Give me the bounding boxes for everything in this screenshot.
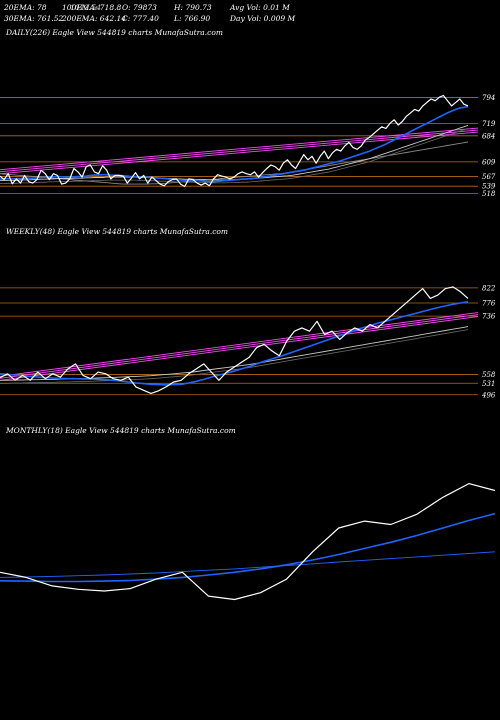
- header-item: 200EMA: 642.14: [62, 14, 127, 23]
- level-label: 719: [482, 120, 496, 128]
- level-label: 558: [482, 371, 496, 379]
- level-label: 539: [482, 183, 496, 191]
- header-item-overlap: 1012.54: [70, 3, 102, 12]
- daily-ema-slow-shadow: [0, 128, 469, 185]
- daily-ema-fast-line: [0, 105, 469, 183]
- weekly-ema-fast-line: [0, 300, 469, 386]
- level-label: 496: [481, 391, 496, 399]
- monthly-ema-slow-line: [0, 551, 496, 578]
- level-label: 776: [482, 299, 496, 307]
- trend-line: [0, 314, 479, 379]
- header-item: Avg Vol: 0.01 M: [230, 3, 290, 12]
- header-item: 100EMA: 718.8: [62, 3, 122, 12]
- header-item: Day Vol: 0.009 M: [230, 14, 296, 23]
- level-label: 822: [482, 284, 496, 292]
- level-label: 736: [482, 313, 496, 321]
- trend-line: [0, 127, 479, 171]
- header-item: O: 79873: [122, 3, 157, 12]
- daily-price-line: [0, 94, 469, 188]
- weekly-price-line: [0, 286, 469, 394]
- trend-line: [0, 312, 479, 377]
- monthly-price-line: [0, 483, 496, 601]
- weekly-panel-label: WEEKLY(48) Eagle View 544819 charts Muna…: [6, 227, 229, 236]
- level-label: 531: [482, 380, 495, 388]
- level-label: 567: [482, 173, 496, 181]
- header-item: 30EMA: 761.52: [4, 14, 64, 23]
- weekly-ema-slow-shadow: [0, 329, 469, 384]
- daily-panel-label: DAILY(226) Eagle View 544819 charts Muna…: [6, 28, 223, 37]
- header-item: L: 766.90: [174, 14, 211, 23]
- header-item: H: 790.73: [174, 3, 212, 12]
- level-label: 609: [482, 158, 496, 166]
- header-item: 20EMA: 78: [4, 3, 47, 12]
- level-label: 518: [482, 190, 496, 198]
- header-item: C: 777.40: [122, 14, 159, 23]
- monthly-chart: [0, 483, 496, 601]
- monthly-ema-fast-line: [0, 512, 496, 583]
- monthly-panel-label: MONTHLY(18) Eagle View 544819 charts Mun…: [6, 426, 236, 435]
- weekly-ema-slow-line: [0, 326, 469, 381]
- trend-line: [0, 129, 479, 173]
- level-label: 684: [482, 132, 495, 140]
- level-label: 794: [482, 94, 495, 102]
- trend-line: [0, 316, 479, 381]
- trend-line: [0, 131, 479, 175]
